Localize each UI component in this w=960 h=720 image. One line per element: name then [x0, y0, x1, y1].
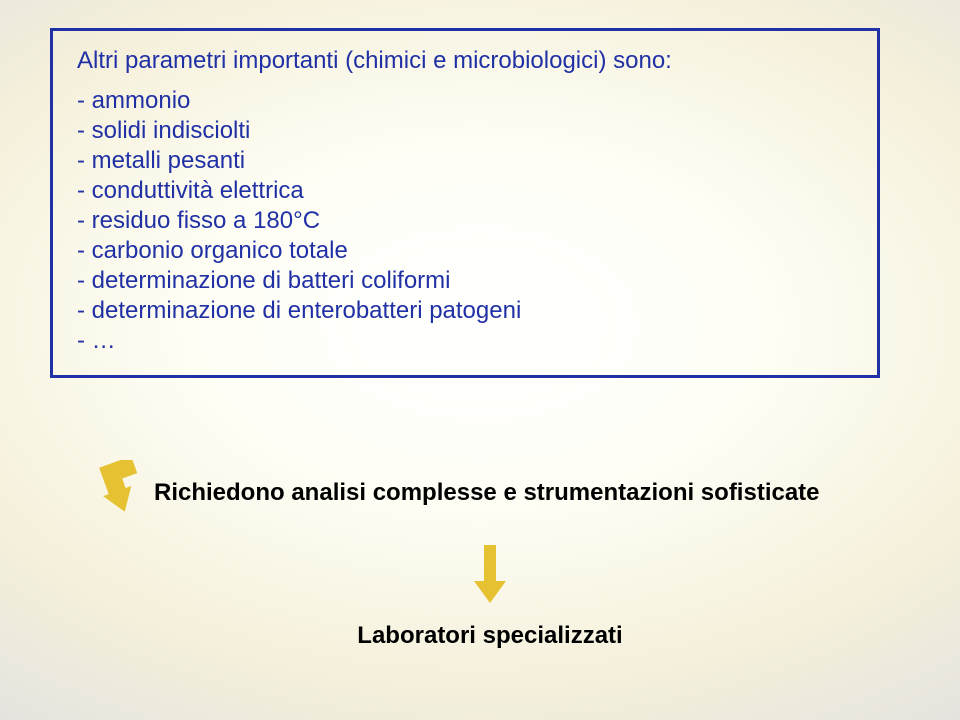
list-item: - solidi indisciolti: [77, 117, 853, 145]
list-item: - determinazione di enterobatteri patoge…: [77, 297, 853, 325]
list-item: - conduttività elettrica: [77, 177, 853, 205]
arrow-lr-icon: [90, 460, 150, 525]
lower-region: Richiedono analisi complesse e strumenta…: [90, 460, 890, 650]
lower-line2: Laboratori specializzati: [357, 622, 622, 649]
box-list: - ammonio - solidi indisciolti - metalli…: [77, 87, 853, 355]
list-item: - …: [77, 327, 853, 355]
arrow-down-icon: [470, 592, 510, 609]
list-item: - carbonio organico totale: [77, 237, 853, 265]
line2-wrap: Laboratori specializzati: [90, 622, 890, 650]
list-item: - metalli pesanti: [77, 147, 853, 175]
arrow-down-wrap: [90, 545, 890, 610]
lower-line1: Richiedono analisi complesse e strumenta…: [154, 479, 820, 507]
list-item: - ammonio: [77, 87, 853, 115]
box-title: Altri parametri importanti (chimici e mi…: [77, 47, 853, 75]
line1-wrap: Richiedono analisi complesse e strumenta…: [90, 460, 890, 525]
list-item: - residuo fisso a 180°C: [77, 207, 853, 235]
info-box: Altri parametri importanti (chimici e mi…: [50, 28, 880, 378]
list-item: - determinazione di batteri coliformi: [77, 267, 853, 295]
